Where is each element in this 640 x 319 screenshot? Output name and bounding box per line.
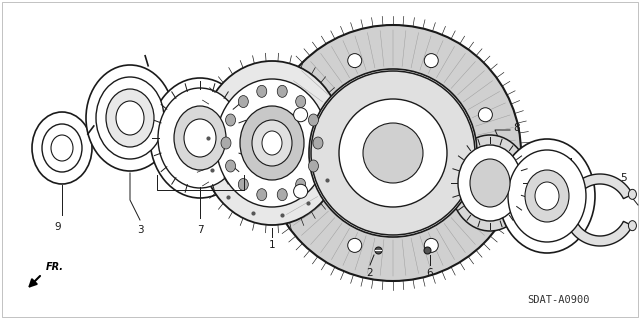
Ellipse shape: [240, 106, 304, 180]
Text: 4: 4: [566, 158, 573, 168]
Ellipse shape: [348, 238, 362, 252]
Ellipse shape: [535, 182, 559, 210]
Ellipse shape: [257, 85, 267, 97]
Ellipse shape: [265, 25, 521, 281]
Text: 5: 5: [620, 173, 627, 183]
Text: 1: 1: [269, 240, 275, 250]
Ellipse shape: [478, 108, 492, 122]
Ellipse shape: [339, 99, 447, 207]
Ellipse shape: [86, 65, 174, 171]
Ellipse shape: [363, 123, 423, 183]
Ellipse shape: [296, 178, 306, 190]
Ellipse shape: [628, 189, 636, 199]
Ellipse shape: [294, 108, 308, 122]
Ellipse shape: [277, 85, 287, 97]
Ellipse shape: [42, 124, 82, 172]
Ellipse shape: [308, 114, 319, 126]
Ellipse shape: [309, 69, 477, 237]
Ellipse shape: [450, 135, 530, 231]
Polygon shape: [564, 174, 632, 246]
Ellipse shape: [294, 184, 308, 198]
Ellipse shape: [238, 96, 248, 108]
Ellipse shape: [174, 106, 226, 170]
Ellipse shape: [628, 221, 636, 231]
Ellipse shape: [216, 79, 328, 207]
Ellipse shape: [225, 160, 236, 172]
Ellipse shape: [424, 54, 438, 68]
Text: 9: 9: [54, 222, 61, 232]
Text: FR.: FR.: [46, 262, 64, 272]
Ellipse shape: [225, 114, 236, 126]
Ellipse shape: [262, 131, 282, 155]
Text: 8: 8: [513, 123, 520, 133]
Ellipse shape: [311, 71, 475, 235]
Ellipse shape: [96, 77, 164, 159]
Text: 3: 3: [137, 225, 143, 235]
Ellipse shape: [238, 178, 248, 190]
Ellipse shape: [32, 112, 92, 184]
Ellipse shape: [424, 238, 438, 252]
Ellipse shape: [252, 120, 292, 166]
Ellipse shape: [158, 88, 242, 188]
Ellipse shape: [508, 150, 586, 242]
Ellipse shape: [499, 139, 595, 253]
Text: 7: 7: [196, 225, 204, 235]
Ellipse shape: [184, 119, 216, 157]
Ellipse shape: [200, 61, 344, 225]
Ellipse shape: [296, 96, 306, 108]
Ellipse shape: [257, 189, 267, 201]
Ellipse shape: [308, 160, 319, 172]
Ellipse shape: [51, 135, 73, 161]
Ellipse shape: [116, 101, 144, 135]
Text: 6: 6: [427, 268, 433, 278]
Ellipse shape: [221, 137, 231, 149]
Ellipse shape: [525, 170, 569, 222]
Text: 2: 2: [367, 268, 373, 278]
Ellipse shape: [277, 189, 287, 201]
Ellipse shape: [458, 145, 522, 221]
Ellipse shape: [470, 159, 510, 207]
Ellipse shape: [313, 137, 323, 149]
Ellipse shape: [478, 184, 492, 198]
Ellipse shape: [150, 78, 250, 198]
Ellipse shape: [348, 54, 362, 68]
Text: SDAT-A0900: SDAT-A0900: [527, 295, 590, 305]
Ellipse shape: [106, 89, 154, 147]
